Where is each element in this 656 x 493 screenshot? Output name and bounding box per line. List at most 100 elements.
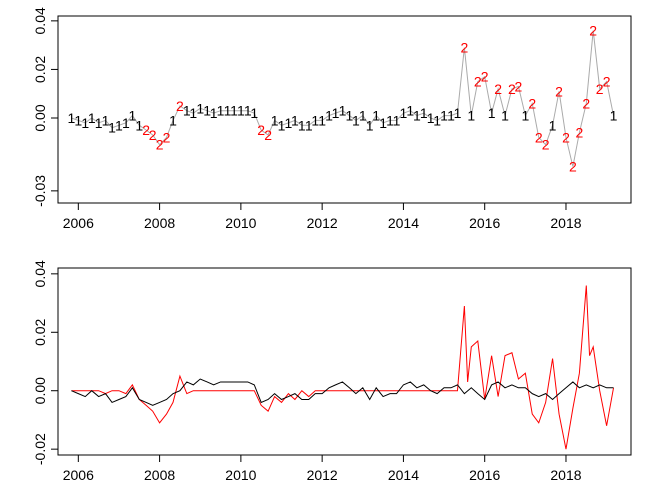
state-marker: 1 — [244, 103, 252, 119]
state-marker: 1 — [420, 105, 428, 121]
state-marker: 2 — [562, 129, 570, 145]
state-marker: 1 — [298, 117, 306, 133]
state-marker: 1 — [386, 112, 394, 128]
state-marker: 1 — [549, 117, 557, 133]
state-marker: 2 — [163, 129, 171, 145]
y-tick-label: -0.02 — [32, 433, 48, 465]
state-marker: 1 — [318, 112, 326, 128]
series-1-line — [71, 378, 614, 406]
x-tick-label: 2014 — [388, 467, 419, 483]
top-series-line — [71, 30, 615, 167]
x-tick-label: 2014 — [388, 215, 419, 231]
state-marker: 1 — [196, 100, 204, 116]
y-tick-label: 0.04 — [32, 260, 48, 287]
state-marker: 1 — [345, 108, 353, 124]
state-marker: 2 — [596, 81, 604, 97]
x-tick-label: 2018 — [550, 215, 581, 231]
state-marker: 1 — [447, 108, 455, 124]
state-marker: 2 — [528, 95, 536, 111]
state-marker: 2 — [542, 137, 550, 153]
bottom-plot-frame — [57, 267, 632, 456]
state-marker: 1 — [488, 105, 496, 121]
state-marker: 1 — [311, 112, 319, 128]
state-marker: 2 — [176, 98, 184, 114]
state-marker: 1 — [521, 108, 529, 124]
state-marker: 1 — [433, 112, 441, 128]
state-marker: 1 — [128, 108, 136, 124]
state-marker: 2 — [481, 69, 489, 85]
state-marker: 1 — [352, 112, 360, 128]
state-marker: 1 — [413, 108, 421, 124]
state-marker: 1 — [372, 108, 380, 124]
state-marker: 1 — [325, 108, 333, 124]
state-marker: 1 — [305, 117, 313, 133]
state-marker: 2 — [535, 129, 543, 145]
state-marker: 1 — [183, 103, 191, 119]
y-tick-label: 0.04 — [32, 7, 48, 34]
state-marker: 1 — [271, 112, 279, 128]
state-marker: 1 — [440, 108, 448, 124]
x-tick-label: 2012 — [307, 467, 338, 483]
state-marker: 2 — [555, 83, 563, 99]
y-tick-label: 0.02 — [32, 318, 48, 345]
state-marker: 2 — [156, 137, 164, 153]
state-marker: 2 — [508, 81, 516, 97]
state-marker: 1 — [332, 105, 340, 121]
state-marker: 2 — [582, 95, 590, 111]
bottom-panel: 2006 2008 2010 2012 2014 2016 2018 -0.02 0.00 0.0… — [32, 260, 632, 483]
state-marker: 1 — [203, 103, 211, 119]
state-marker: 1 — [339, 103, 347, 119]
state-marker: 2 — [142, 122, 150, 138]
state-marker: 1 — [108, 120, 116, 136]
x-tick-label: 2016 — [469, 467, 500, 483]
x-tick-label: 2008 — [144, 215, 175, 231]
state-marker: 1 — [122, 115, 130, 131]
state-marker: 1 — [291, 112, 299, 128]
y-tick-label: 0.02 — [32, 56, 48, 83]
x-tick-label: 2018 — [550, 467, 581, 483]
state-marker: 2 — [589, 23, 597, 39]
x-tick-label: 2006 — [63, 467, 94, 483]
x-tick-label: 2016 — [469, 215, 500, 231]
state-marker: 2 — [264, 127, 272, 143]
state-marker: 1 — [115, 117, 123, 133]
state-marker: 2 — [603, 74, 611, 90]
state-marker: 2 — [515, 78, 523, 94]
state-marker: 1 — [237, 103, 245, 119]
state-marker: 1 — [102, 112, 110, 128]
state-marker: 1 — [210, 105, 218, 121]
state-marker: 2 — [494, 81, 502, 97]
state-marker: 1 — [467, 108, 475, 124]
state-marker: 2 — [575, 125, 583, 141]
state-marker: 1 — [454, 105, 462, 121]
x-tick-label: 2010 — [225, 467, 256, 483]
state-marker: 1 — [74, 112, 82, 128]
state-marker: 1 — [501, 108, 509, 124]
x-tick-label: 2010 — [225, 215, 256, 231]
bottom-series-marks — [71, 285, 615, 450]
state-marker: 1 — [285, 115, 293, 131]
state-marker: 1 — [88, 110, 96, 126]
top-axes: 2006 2008 2010 2012 2014 2016 2018 -0.03 0.00 0.0… — [32, 7, 582, 231]
series-2-line — [71, 285, 615, 450]
state-marker: 1 — [400, 105, 408, 121]
state-marker: 1 — [393, 112, 401, 128]
state-marker: 1 — [169, 112, 177, 128]
state-marker: 2 — [460, 40, 468, 56]
y-tick-label: 0.00 — [32, 104, 48, 131]
y-tick-label: -0.03 — [32, 175, 48, 207]
state-marker: 2 — [257, 122, 265, 138]
state-marker: 1 — [366, 117, 374, 133]
state-marker: 1 — [359, 108, 367, 124]
state-marker: 1 — [278, 117, 286, 133]
state-marker: 1 — [610, 108, 618, 124]
state-marker: 1 — [250, 105, 258, 121]
x-tick-label: 2006 — [63, 215, 94, 231]
state-marker: 2 — [474, 74, 482, 90]
state-marker: 1 — [68, 110, 76, 126]
state-marker: 1 — [406, 103, 414, 119]
state-marker: 1 — [217, 103, 225, 119]
top-panel: 2006 2008 2010 2012 2014 2016 2018 -0.03 0.00 0.0… — [32, 7, 632, 231]
state-marker: 1 — [189, 105, 197, 121]
